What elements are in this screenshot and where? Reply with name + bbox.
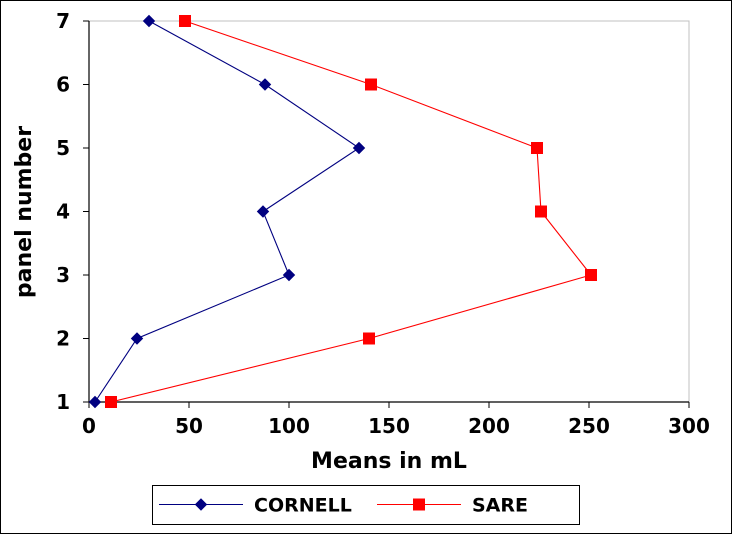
y-tick-label: 1 <box>56 390 70 414</box>
legend-label-cornell: CORNELL <box>254 495 352 517</box>
data-point-cornell <box>352 141 366 155</box>
y-tick-label: 2 <box>56 327 70 351</box>
data-point-cornell <box>130 332 144 345</box>
x-axis-ticks: 0 50 100 150 200 250 300 <box>82 402 710 438</box>
data-point-sare <box>105 396 117 408</box>
legend-marker-sare <box>413 498 425 511</box>
data-point-cornell <box>282 268 296 282</box>
x-tick-label: 150 <box>368 414 410 438</box>
plot-area <box>88 20 690 403</box>
x-tick-label: 0 <box>82 414 96 438</box>
y-tick-label: 5 <box>56 136 70 160</box>
data-point-sare <box>365 78 377 91</box>
legend-items: CORNELL SARE <box>159 495 528 517</box>
y-tick-label: 4 <box>56 200 70 224</box>
y-tick-label: 3 <box>56 263 70 287</box>
y-axis-ticks: 1 2 3 4 5 6 7 <box>56 9 89 414</box>
legend: CORNELL SARE <box>152 485 580 525</box>
y-tick-label: 7 <box>56 9 70 33</box>
series-layer <box>88 14 597 409</box>
data-point-cornell <box>142 14 156 28</box>
legend-item-sare: SARE <box>377 495 528 517</box>
x-axis-title: Means in mL <box>311 449 467 474</box>
legend-marker-cornell <box>194 498 208 511</box>
data-point-sare <box>363 332 375 345</box>
series-cornell <box>88 14 366 409</box>
y-axis-title: panel number <box>12 126 37 298</box>
x-tick-label: 250 <box>568 414 610 438</box>
legend-label-sare: SARE <box>472 495 528 517</box>
series-sare <box>105 15 597 408</box>
y-tick-label: 6 <box>56 73 70 97</box>
x-tick-label: 50 <box>175 414 203 438</box>
data-point-sare <box>179 15 191 27</box>
x-tick-label: 100 <box>268 414 310 438</box>
x-tick-label: 300 <box>668 414 710 438</box>
data-point-sare <box>535 205 547 218</box>
legend-item-cornell: CORNELL <box>159 495 352 517</box>
data-point-sare <box>531 142 543 154</box>
data-point-cornell <box>256 205 270 218</box>
x-tick-label: 200 <box>468 414 510 438</box>
data-point-cornell <box>88 395 102 409</box>
data-point-cornell <box>258 78 272 91</box>
data-point-sare <box>585 269 597 281</box>
